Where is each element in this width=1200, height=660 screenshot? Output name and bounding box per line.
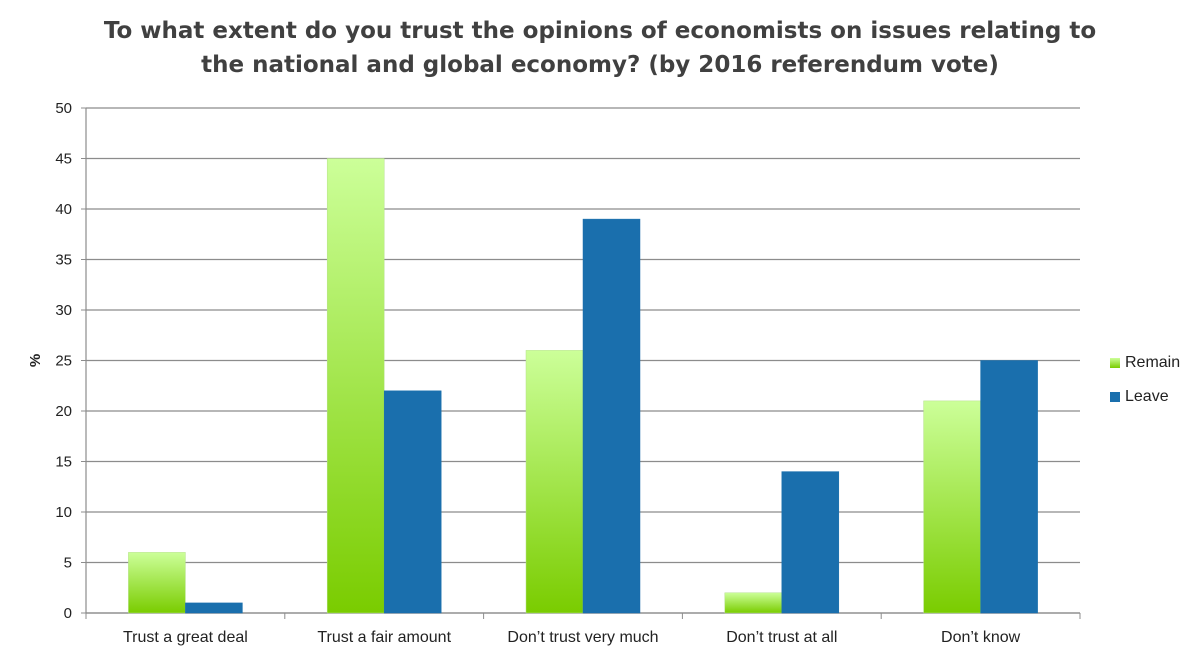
legend-swatch-remain bbox=[1110, 358, 1120, 368]
chart-title-line-1: To what extent do you trust the opinions… bbox=[103, 18, 1097, 44]
bar-remain-0 bbox=[128, 552, 186, 614]
bar-remain-1 bbox=[326, 158, 385, 614]
x-category-label-3: Don’t trust at all bbox=[726, 629, 837, 646]
y-tick-label-45: 45 bbox=[55, 151, 72, 168]
bar-leave-0 bbox=[185, 602, 243, 614]
y-axis-title: % bbox=[27, 354, 44, 367]
legend-label-remain: Remain bbox=[1125, 354, 1181, 371]
y-tick-label-25: 25 bbox=[55, 353, 72, 370]
bar-remain-4 bbox=[923, 400, 981, 614]
x-category-label-0: Trust a great deal bbox=[123, 629, 248, 646]
y-tick-label-15: 15 bbox=[55, 454, 72, 471]
legend: Remain Leave bbox=[1110, 346, 1180, 414]
y-tick-label-10: 10 bbox=[55, 504, 72, 521]
bar-remain-2 bbox=[525, 350, 584, 614]
y-tick-label-5: 5 bbox=[64, 555, 72, 572]
bar-leave-3 bbox=[781, 471, 840, 614]
bar-remain-3 bbox=[724, 592, 783, 614]
y-tick-label-20: 20 bbox=[55, 403, 72, 420]
legend-item-remain: Remain bbox=[1110, 346, 1180, 380]
x-category-label-2: Don’t trust very much bbox=[507, 629, 658, 646]
bar-leave-2 bbox=[582, 218, 641, 614]
y-tick-label-50: 50 bbox=[55, 100, 72, 117]
bar-leave-1 bbox=[383, 390, 442, 614]
legend-item-leave: Leave bbox=[1110, 380, 1180, 414]
y-tick-label-40: 40 bbox=[55, 201, 72, 218]
y-tick-label-30: 30 bbox=[55, 302, 72, 319]
legend-label-leave: Leave bbox=[1125, 388, 1169, 405]
y-tick-label-0: 0 bbox=[64, 605, 72, 622]
x-category-label-1: Trust a fair amount bbox=[317, 629, 451, 646]
x-category-label-4: Don’t know bbox=[941, 629, 1021, 646]
legend-swatch-leave bbox=[1110, 392, 1120, 402]
y-tick-label-35: 35 bbox=[55, 252, 72, 269]
chart-title-line-2: the national and global economy? (by 201… bbox=[201, 52, 999, 78]
bar-leave-4 bbox=[980, 360, 1038, 614]
chart-title: To what extent do you trust the opinions… bbox=[0, 14, 1200, 82]
